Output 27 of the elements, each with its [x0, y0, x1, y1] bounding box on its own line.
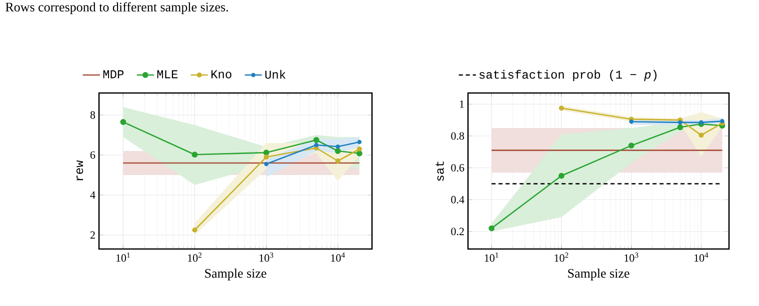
x-tick-label: 10$^{4}$	[331, 252, 345, 262]
x-axis-title: Sample size	[205, 268, 266, 280]
y-tick-label: 0.6	[451, 164, 464, 172]
y-tick-label: 1	[460, 100, 464, 108]
y-tick-label: 0.8	[451, 132, 464, 140]
x-tick-label: 10$^{2}$	[188, 252, 202, 262]
y-tick-label: 4	[90, 191, 96, 199]
text: Rows correspond to different sample sizes.	[6, 2, 228, 14]
x-tick-label: 10$^{3}$	[624, 252, 638, 262]
legend-label: MDP	[103, 70, 124, 78]
y-tick-label: 6	[90, 151, 96, 159]
legend-label: Unk	[265, 70, 286, 79]
legend-label: Kno	[211, 70, 232, 78]
x-axis-title: Sample size	[568, 268, 630, 280]
y-tick-label: 2	[90, 231, 95, 239]
y-axis-title: sat	[436, 161, 444, 181]
legend-label: satisfaction prob (1 − p)	[479, 70, 656, 82]
y-tick-label: 0.2	[451, 228, 464, 236]
x-tick-label: 10$^{4}$	[694, 252, 708, 262]
legend-label: MLE	[157, 70, 178, 78]
y-tick-label: 8	[90, 111, 96, 119]
y-tick-label: 0.4	[451, 196, 464, 204]
x-tick-label: 10$^{1}$	[484, 252, 498, 262]
y-axis-title: rew	[76, 160, 84, 180]
x-tick-label: 10$^{1}$	[116, 252, 130, 262]
x-tick-label: 10$^{3}$	[260, 252, 274, 262]
x-tick-label: 10$^{2}$	[554, 252, 568, 262]
